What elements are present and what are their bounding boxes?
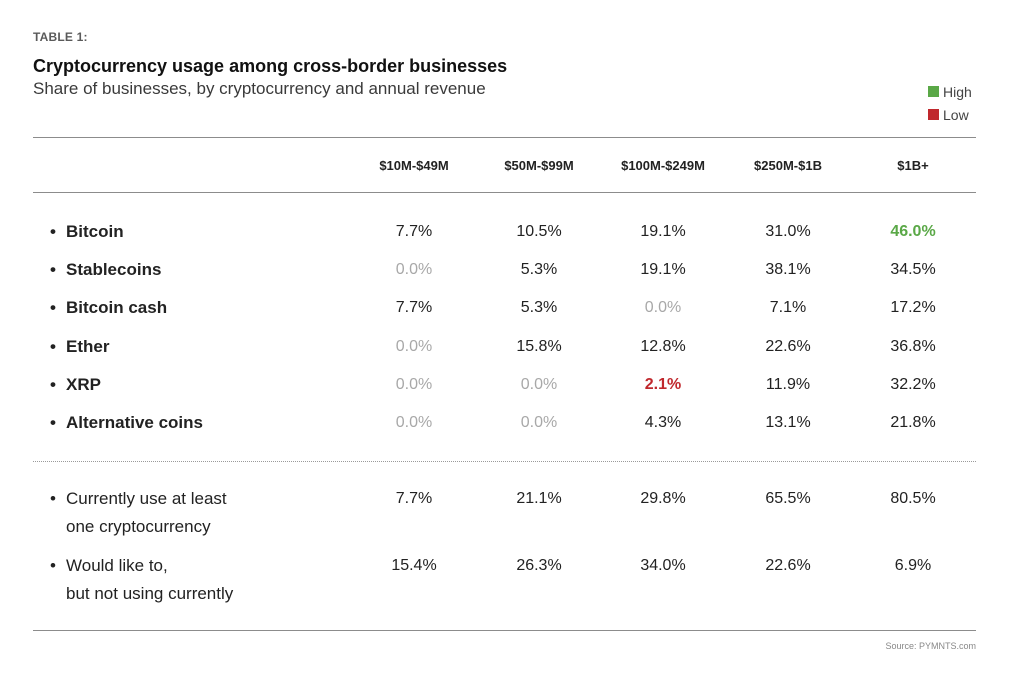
bullet-icon: • [50, 556, 56, 575]
row-label: • Alternative coins [50, 409, 203, 437]
bottom-rule [33, 630, 976, 631]
bullet-icon: • [50, 336, 56, 356]
table-cell: 21.8% [890, 414, 936, 431]
table-cell: 13.1% [765, 414, 811, 431]
chart-title: Cryptocurrency usage among cross-border … [33, 56, 508, 76]
row-label-text: XRP [66, 374, 101, 394]
table-cell: 36.8% [890, 337, 936, 355]
table-cell: 17.2% [890, 299, 936, 317]
row-label-text: Bitcoin cash [66, 298, 168, 318]
chart-subtitle: Share of businesses, by cryptocurrency a… [33, 79, 486, 98]
column-header: $10M-$49M [379, 158, 449, 173]
legend-item-high: High [928, 80, 972, 103]
section-divider [33, 461, 976, 462]
table-cell: 34.5% [890, 261, 936, 279]
table-cell: 19.1% [640, 261, 686, 279]
legend-label-high: High [943, 83, 972, 100]
table-cell: 0.0% [520, 375, 558, 393]
column-header: $50M-$99M [504, 158, 574, 173]
row-label: • Bitcoin cash [50, 294, 167, 322]
legend-swatch-low [928, 109, 939, 120]
table-cell: 26.3% [516, 557, 562, 574]
row-label: • Ether [50, 333, 109, 361]
table-cell: 34.0% [640, 557, 686, 574]
table-label: TABLE 1: [33, 30, 88, 44]
row-label-text: Stablecoins [66, 260, 162, 280]
table-cell: 65.5% [765, 490, 811, 507]
row-label-text: Bitcoin [66, 222, 124, 241]
table-cell: 22.6% [765, 557, 811, 574]
table-cell: 29.8% [640, 490, 686, 507]
table-cell: 5.3% [520, 299, 558, 317]
row-label: • Stablecoins [50, 256, 161, 284]
table-cell: 12.8% [640, 337, 686, 355]
table-cell: 7.7% [395, 223, 433, 240]
row-label-text: Ether [66, 336, 110, 356]
bullet-icon: • [50, 489, 56, 508]
table-cell: 2.1% [644, 375, 682, 393]
table-cell: 22.6% [765, 337, 811, 355]
row-label: • XRP [50, 371, 101, 399]
table-cell: 4.3% [644, 414, 682, 431]
table-cell: 5.3% [520, 261, 558, 279]
bullet-icon: • [50, 298, 56, 318]
bullet-icon: • [50, 413, 56, 432]
bullet-icon: • [50, 222, 56, 241]
table-cell: 46.0% [890, 223, 936, 240]
row-label: • Currently use at least one cryptocurrenc… [50, 485, 227, 541]
row-label: • Would like to, but not using currently [50, 552, 233, 608]
header-rule [33, 192, 976, 193]
legend-swatch-high [928, 86, 939, 97]
table-cell: 38.1% [765, 261, 811, 279]
table-cell: 0.0% [395, 337, 433, 355]
table-cell: 21.1% [516, 490, 562, 507]
table-cell: 31.0% [765, 223, 811, 240]
table-cell: 7.1% [769, 299, 807, 317]
table-cell: 0.0% [520, 414, 558, 431]
table-cell: 0.0% [395, 414, 433, 431]
table-cell: 15.8% [516, 337, 562, 355]
top-rule [33, 137, 976, 138]
row-label-text: Alternative coins [66, 413, 203, 432]
legend: High Low [928, 80, 972, 126]
row-label-text: Currently use at least [66, 489, 227, 508]
bullet-icon: • [50, 374, 56, 394]
source-note: Source: PYMNTS.com [885, 641, 976, 651]
table-cell: 19.1% [640, 223, 686, 240]
table-cell: 11.9% [765, 375, 811, 393]
table-cell: 0.0% [395, 261, 433, 279]
table-cell: 0.0% [644, 299, 682, 317]
row-label-text: one cryptocurrency [66, 517, 211, 536]
table-cell: 15.4% [391, 557, 437, 574]
table-cell: 7.7% [395, 490, 433, 507]
column-header: $1B+ [897, 158, 929, 173]
table-cell: 80.5% [890, 490, 936, 507]
table-cell: 6.9% [894, 557, 932, 574]
table-cell: 0.0% [395, 375, 433, 393]
table-cell: 10.5% [516, 223, 562, 240]
row-label-text: Would like to, [66, 556, 168, 575]
row-label-text: but not using currently [66, 584, 234, 603]
column-header: $100M-$249M [621, 158, 705, 173]
column-header: $250M-$1B [754, 158, 822, 173]
table-cell: 7.7% [395, 299, 433, 317]
legend-item-low: Low [928, 103, 972, 126]
legend-label-low: Low [943, 106, 969, 123]
row-label: • Bitcoin [50, 218, 124, 246]
bullet-icon: • [50, 260, 56, 280]
table-cell: 32.2% [890, 375, 936, 393]
